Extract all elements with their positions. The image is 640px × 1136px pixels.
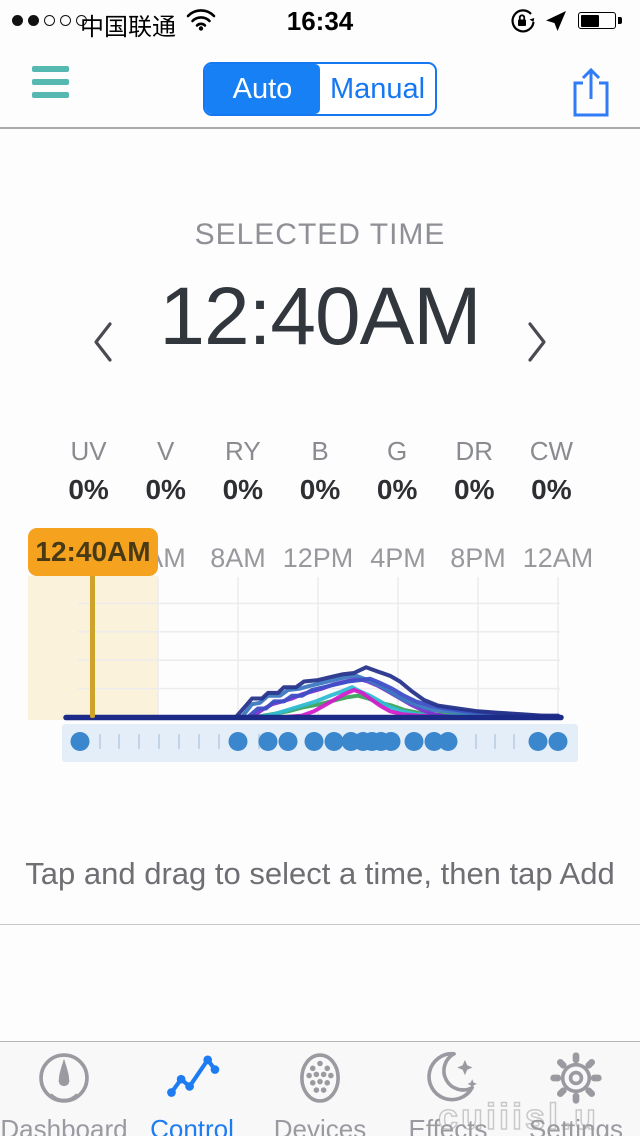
mode-segmented-control: Auto Manual (203, 62, 437, 116)
carrier-label: 中国联通 (80, 14, 176, 41)
wifi-icon (186, 9, 216, 31)
channels-row: UV 0% V 0% RY 0% B 0% G 0% DR 0% CW 0% (50, 436, 590, 506)
time-point-dot (528, 732, 548, 751)
channel-label: CW (529, 436, 574, 466)
menu-button[interactable] (32, 66, 72, 104)
hamburger-icon (32, 66, 69, 72)
channel-G: G 0% (359, 436, 436, 506)
battery-fill (580, 14, 599, 27)
time-point-dot (278, 732, 298, 751)
channel-value: 0% (376, 474, 418, 505)
toolbar-divider (0, 924, 640, 925)
channel-value: 0% (299, 474, 341, 505)
channel-DR: DR 0% (436, 436, 513, 506)
axis-tick-label: 8AM (210, 543, 266, 573)
time-point-dot (404, 732, 424, 751)
channel-value: 0% (68, 474, 109, 505)
tab-bar: Dashboard Control De (0, 1041, 640, 1136)
time-point-dot (228, 732, 248, 751)
location-icon (546, 11, 566, 31)
share-icon (573, 67, 609, 117)
axis-tick-label: 12AM (522, 543, 594, 573)
signal-dot (12, 15, 23, 26)
channel-label: G (387, 436, 408, 466)
mode-manual-button[interactable]: Manual (329, 72, 426, 105)
time-point-dot (424, 732, 444, 751)
selected-time-label: SELECTED TIME (194, 218, 446, 251)
hint-text: Tap and drag to select a time, then tap … (25, 856, 615, 891)
schedule-chart[interactable] (0, 518, 640, 770)
channel-label: DR (455, 436, 494, 466)
tab-dashboard[interactable]: Dashboard (0, 1042, 128, 1136)
channel-value: 0% (222, 474, 264, 505)
channel-label: V (157, 436, 175, 466)
series-navy (234, 665, 560, 719)
mode-auto-button[interactable]: Auto (205, 64, 320, 114)
selected-time-line (90, 575, 95, 718)
time-point-dot (324, 732, 344, 751)
time-point-dot (381, 732, 401, 751)
moon-icon (427, 1052, 477, 1102)
channel-B: B 0% (281, 436, 358, 506)
channel-value: 0% (454, 474, 495, 505)
time-point-dot (548, 732, 568, 751)
tab-effects[interactable]: Effects (384, 1042, 512, 1136)
gear-icon (550, 1052, 602, 1104)
gauge-icon (39, 1053, 89, 1103)
channel-RY: RY 0% (204, 436, 281, 506)
nav-divider (0, 127, 640, 129)
chevron-right-icon (528, 322, 546, 362)
channel-CW: CW 0% (513, 436, 590, 506)
axis-tick-label: 4PM (370, 543, 426, 573)
time-point-dot (304, 732, 324, 751)
tab-control[interactable]: Control (128, 1042, 256, 1136)
status-time: 16:34 (286, 6, 354, 36)
time-point-dot (70, 732, 90, 751)
signal-dot (28, 15, 39, 26)
tab-devices[interactable]: Devices (256, 1042, 384, 1136)
selected-time-value: 12:40AM (159, 271, 481, 362)
tab-settings[interactable]: Settings (512, 1042, 640, 1136)
battery-nub (618, 17, 622, 24)
selected-time-tag[interactable]: 12:40AM (28, 528, 158, 576)
channel-label: B (311, 436, 329, 466)
previous-time-button[interactable] (90, 318, 116, 366)
chart-series (234, 665, 560, 719)
channel-UV: UV 0% (50, 436, 127, 506)
channel-label: RY (225, 436, 261, 466)
watermark: cuiiisl.u (437, 1095, 600, 1136)
signal-dot (44, 15, 55, 26)
next-time-button[interactable] (524, 318, 550, 366)
timeline-dots (70, 732, 568, 751)
signal-dot (76, 15, 87, 26)
axis-tick-label: 12PM (282, 543, 354, 573)
channel-label: UV (70, 436, 107, 466)
channel-value: 0% (145, 474, 186, 505)
rotation-lock-icon (511, 9, 535, 33)
channel-V: V 0% (127, 436, 204, 506)
signal-dot (60, 15, 71, 26)
time-point-dot (438, 732, 458, 751)
chart-icon (167, 1055, 220, 1097)
signal-strength-dots (12, 15, 87, 26)
axis-tick-label: 8PM (450, 543, 506, 573)
battery-icon (578, 12, 616, 29)
chart-grid (78, 577, 560, 718)
status-bar: 中国联通 16:34 (0, 0, 640, 41)
toolbar: EASY SETUP (0, 925, 640, 1041)
chevron-left-icon (94, 322, 112, 362)
channel-value: 0% (531, 474, 572, 505)
devices-icon (300, 1053, 340, 1103)
time-point-dot (258, 732, 278, 751)
share-button[interactable] (570, 66, 612, 118)
